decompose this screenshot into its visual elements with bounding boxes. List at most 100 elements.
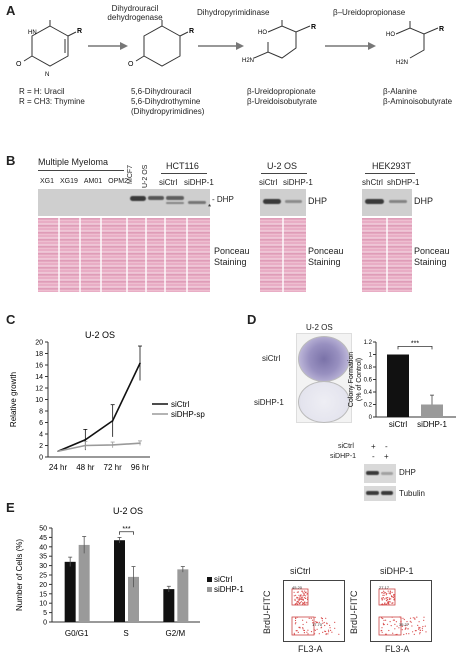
band-hct-sictrl-2 <box>166 202 184 204</box>
facs-dot <box>405 628 407 630</box>
facs-dot <box>381 627 383 629</box>
facs-dot <box>382 622 384 624</box>
facs-dot <box>385 633 387 635</box>
facs-dot <box>418 627 420 629</box>
facs-dot <box>307 597 309 599</box>
facs-dot <box>311 619 314 621</box>
dish-sidhp <box>298 381 350 423</box>
facs-dot <box>385 619 387 621</box>
facs-dot <box>306 593 308 595</box>
facs-dot <box>381 597 383 599</box>
svg-text:R: R <box>189 28 194 35</box>
cellcycle-xtick-label: G0/G1 <box>65 629 89 638</box>
growth-xtick-label: 48 hr <box>76 463 95 472</box>
facs-dot <box>303 592 305 595</box>
lane-mcf7: MCF7 <box>127 164 134 184</box>
hct-sictrl-label: siCtrl <box>159 178 178 187</box>
facs-dot <box>414 618 416 620</box>
band-hct-sictrl <box>166 196 184 200</box>
facs-right-title: siDHP-1 <box>380 566 414 576</box>
pathway-diagram: O O R HN N O O R HO R H2N HO R H2N <box>16 20 444 78</box>
facs-dot <box>394 597 396 599</box>
facs-dot <box>296 616 298 618</box>
facs-dot <box>389 591 391 593</box>
panel-label-c: C <box>6 312 16 327</box>
cellcycle-sig-bracket <box>119 531 134 535</box>
facs-dot <box>403 618 405 621</box>
star-label: * <box>208 203 212 212</box>
growth-ytick-label: 2 <box>39 443 43 450</box>
facs-dot <box>395 621 397 623</box>
svg-text:N: N <box>45 72 49 78</box>
facs-dot <box>422 625 424 628</box>
wb-tub-band-1 <box>366 491 379 495</box>
dhp-label-main: - DHP <box>212 195 234 204</box>
growth-point <box>57 450 59 453</box>
svg-text:R: R <box>77 28 82 35</box>
cellcycle-ytick-label: 20 <box>39 582 47 589</box>
facs-dot <box>412 617 414 619</box>
facs-dot <box>400 621 402 623</box>
growth-ytick-label: 12 <box>35 386 43 393</box>
band-hct-sidhp <box>188 201 206 204</box>
facs-dot <box>297 601 299 603</box>
colony-xtick-label: siCtrl <box>389 420 407 429</box>
facs-dot <box>301 590 303 592</box>
growth-series-line <box>57 362 141 452</box>
facs-dot <box>299 626 301 628</box>
facs-dot <box>387 602 390 604</box>
uracil-structure <box>23 20 77 67</box>
facs-dot <box>401 625 403 627</box>
facs-dot <box>394 628 396 630</box>
svg-text:O: O <box>16 61 22 68</box>
dhp-blot-u2os <box>260 189 306 216</box>
lane-xg19: XG19 <box>59 178 78 185</box>
hct-sidhp-label: siDHP-1 <box>184 178 214 187</box>
facs-dot <box>409 620 411 622</box>
colony-row-sictrl: siCtrl <box>262 354 281 363</box>
facs-dot <box>385 603 387 605</box>
hct116-title: HCT116 <box>166 161 199 171</box>
facs-dot <box>294 599 296 602</box>
facs-dot <box>390 625 392 627</box>
r-ch3-label: R = CH3: Thymine <box>19 97 85 106</box>
cellcycle-bar <box>128 576 139 622</box>
facs-dot <box>299 596 301 598</box>
facs-dot <box>297 591 299 593</box>
hct116-underline <box>161 173 207 174</box>
mm-title: Multiple Myeloma <box>38 157 109 167</box>
growth-legend-label: siCtrl <box>171 400 189 409</box>
ureidopropionate-structure <box>253 20 311 59</box>
u2os-blot-title: U-2 OS <box>267 161 298 171</box>
colony-sig-bracket <box>397 345 433 350</box>
facs-dot <box>314 616 316 618</box>
facs-dot <box>385 594 387 596</box>
facs-dot <box>303 597 305 599</box>
enzyme-dpd-label: Dihydrouracil dehydrogenase <box>107 4 163 22</box>
facs-dot <box>299 598 301 600</box>
facs-left-gate-bottom: 17.70 <box>312 622 323 627</box>
facs-right-gate-bottom: 35.37 <box>399 622 410 627</box>
facs-dot <box>296 591 298 593</box>
band-u2os-sidhp <box>285 200 302 203</box>
facs-dot <box>298 594 300 596</box>
facs-dot <box>329 627 331 629</box>
facs-dot <box>323 621 325 624</box>
facs-dot <box>296 602 298 604</box>
facs-dot <box>338 633 340 635</box>
cellcycle-bar <box>64 561 76 622</box>
facs-dot <box>298 626 300 628</box>
facs-dot <box>419 631 421 634</box>
svg-text:H2N: H2N <box>242 58 254 64</box>
facs-right-xlabel: FL3-A <box>385 644 410 654</box>
facs-dot <box>419 627 421 629</box>
u2os-underline <box>261 173 307 174</box>
cellcycle-ytick-label: 0 <box>43 620 47 627</box>
colony-row-sidhp: siDHP-1 <box>254 398 284 407</box>
facs-dot <box>298 602 300 604</box>
facs-dot <box>382 590 385 592</box>
facs-dot <box>382 597 384 599</box>
facs-dot <box>387 590 389 592</box>
cellcycle-ytick-label: 45 <box>39 535 47 542</box>
cellcycle-xtick-label: G2/M <box>166 629 186 638</box>
